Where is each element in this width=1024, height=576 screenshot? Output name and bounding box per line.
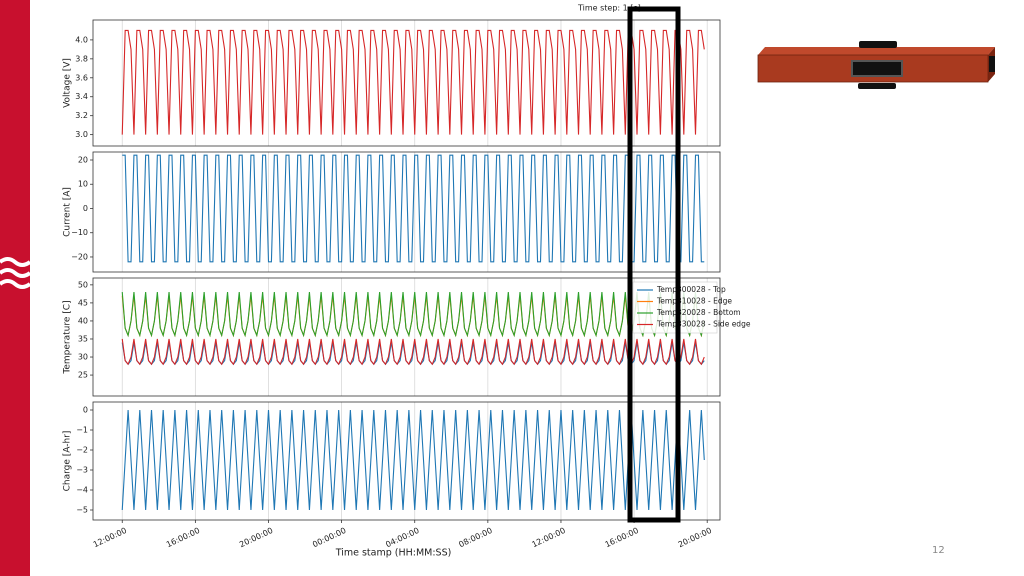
y-axis-label: Temperature [C] — [63, 300, 73, 374]
y-tick-label: 3.6 — [75, 73, 88, 82]
y-tick-label: −1 — [76, 426, 88, 435]
plot-frame — [92, 401, 721, 521]
y-tick-label: 4.0 — [75, 35, 88, 44]
y-tick-label: 25 — [78, 371, 88, 380]
legend-label: Temp330028 - Side edge — [656, 320, 751, 329]
y-tick-label: 50 — [78, 280, 88, 289]
y-tick-label: −4 — [76, 486, 88, 495]
legend-label: Temp310028 - Edge — [656, 297, 732, 306]
y-tick-label: −10 — [71, 228, 88, 237]
data-line — [122, 154, 705, 263]
y-tick-label: 0 — [83, 204, 88, 213]
data-line — [121, 409, 705, 511]
y-axis-label: Current [A] — [63, 187, 73, 237]
y-axis-label: Voltage [V] — [63, 58, 73, 108]
x-tick-label: 12:00:00 — [92, 526, 128, 549]
x-tick-label: 12:00:00 — [530, 526, 566, 549]
x-tick-label: 20:00:00 — [238, 526, 274, 549]
y-tick-label: 3.4 — [75, 92, 88, 101]
legend-label: Temp300028 - Top — [656, 285, 726, 294]
data-line — [121, 338, 705, 366]
y-tick-label: 20 — [78, 156, 88, 165]
y-tick-label: 30 — [78, 353, 88, 362]
x-tick-label: 04:00:00 — [384, 526, 420, 549]
data-line — [121, 29, 705, 135]
y-tick-label: 3.8 — [75, 54, 88, 63]
plot-frame — [92, 151, 721, 273]
data-line — [121, 292, 705, 338]
plot-frame — [92, 277, 721, 397]
y-tick-label: 40 — [78, 316, 88, 325]
battery-illustration — [757, 41, 995, 89]
y-tick-label: −3 — [76, 466, 88, 475]
y-tick-label: 10 — [78, 180, 88, 189]
y-tick-label: 3.0 — [75, 130, 88, 139]
x-tick-label: 16:00:00 — [165, 526, 201, 549]
subtitle: Time step: 1 [s] — [577, 4, 641, 13]
page-number: 12 — [932, 545, 945, 556]
plot-frame — [92, 19, 721, 147]
y-tick-label: 45 — [78, 298, 88, 307]
y-tick-label: −20 — [71, 252, 88, 261]
y-tick-label: 35 — [78, 334, 88, 343]
y-tick-label: 3.2 — [75, 111, 88, 120]
x-tick-label: 08:00:00 — [457, 526, 493, 549]
highlight-box — [627, 6, 681, 523]
y-axis-label: Charge [A-hr] — [63, 431, 73, 492]
logo-waves — [0, 257, 32, 289]
x-tick-label: 20:00:00 — [677, 526, 713, 549]
x-tick-label: 00:00:00 — [311, 526, 347, 549]
x-axis-label: Time stamp (HH:MM:SS) — [335, 548, 452, 559]
x-tick-label: 16:00:00 — [604, 526, 640, 549]
y-tick-label: −2 — [76, 446, 88, 455]
legend-label: Temp320028 - Bottom — [656, 308, 741, 317]
y-tick-label: −5 — [76, 506, 88, 515]
y-tick-label: 0 — [83, 406, 88, 415]
